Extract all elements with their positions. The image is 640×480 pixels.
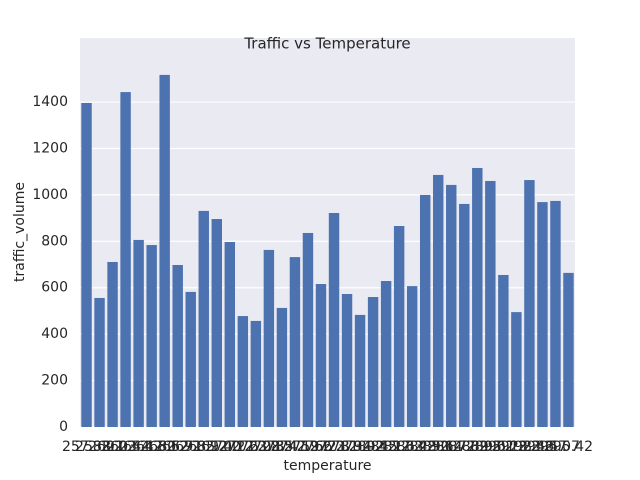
x-tick-label: 282.63 xyxy=(375,439,424,455)
bar xyxy=(328,213,340,427)
x-tick-label: 290.28 xyxy=(479,439,528,455)
x-tick-label: 288.05 xyxy=(453,439,502,455)
bar xyxy=(459,203,470,427)
bar xyxy=(185,291,196,427)
x-axis-label: temperature xyxy=(284,458,372,474)
y-tick-label: 800 xyxy=(41,233,68,249)
x-tick-label: 271.63 xyxy=(218,439,267,455)
x-tick-label: 274.19 xyxy=(270,439,319,455)
y-tick-label: 1200 xyxy=(32,140,68,156)
bar xyxy=(250,320,262,427)
bar xyxy=(263,249,275,427)
x-tick-label: 258.21 xyxy=(75,439,124,455)
x-tick-label: 286.77 xyxy=(427,439,476,455)
x-tick-label: 287.39 xyxy=(440,439,489,455)
bar xyxy=(120,92,131,428)
bar xyxy=(159,74,170,428)
x-tick-label: 268.12 xyxy=(179,439,228,455)
x-tick-label: 281.17 xyxy=(362,439,411,455)
x-tick-label: 280.45 xyxy=(349,439,398,455)
bar xyxy=(81,102,92,427)
bar xyxy=(433,174,444,427)
bar xyxy=(393,226,405,427)
bar xyxy=(367,297,379,427)
y-tick-label: 1400 xyxy=(32,94,68,110)
x-tick-label: 273.47 xyxy=(257,439,306,455)
bar xyxy=(472,167,483,427)
bar xyxy=(107,261,118,427)
x-tick-label: 291.83 xyxy=(492,439,541,455)
y-axis-label: traffic_volume xyxy=(12,182,28,282)
bar xyxy=(224,242,236,427)
bar xyxy=(315,284,327,427)
bar xyxy=(550,200,561,427)
bar xyxy=(537,202,548,427)
x-tick-label: 292.46 xyxy=(505,439,554,455)
y-tick-label: 1000 xyxy=(32,187,68,203)
x-tick-label: 272.08 xyxy=(231,439,280,455)
x-tick-label: 266.91 xyxy=(153,439,202,455)
y-tick-label: 600 xyxy=(41,280,68,296)
bar xyxy=(289,257,301,427)
x-tick-label: 262.44 xyxy=(101,439,150,455)
x-tick-label: 278.34 xyxy=(323,439,372,455)
x-tick-label: 269.40 xyxy=(192,439,241,455)
bar xyxy=(211,219,222,427)
x-tick-label: 270.27 xyxy=(205,439,254,455)
x-tick-label: 257.38 xyxy=(62,439,111,455)
bar xyxy=(354,314,366,427)
x-tick-label: 265.52 xyxy=(140,439,189,455)
x-tick-label: 294.07 xyxy=(531,439,580,455)
x-tick-label: 283.28 xyxy=(388,439,437,455)
bar xyxy=(133,239,144,427)
x-tick-label: 284.90 xyxy=(401,439,450,455)
chart-title: Traffic vs Temperature xyxy=(243,35,410,53)
bar xyxy=(511,312,522,427)
y-tick-label: 0 xyxy=(59,419,68,435)
bar xyxy=(446,184,457,427)
bar xyxy=(563,272,574,427)
bar xyxy=(302,232,314,427)
x-tick-label: 289.61 xyxy=(466,439,515,455)
x-tick-label: 277.81 xyxy=(310,439,359,455)
bar xyxy=(198,210,209,427)
y-tick-label: 400 xyxy=(41,326,68,342)
x-tick-label: 295.42 xyxy=(544,439,593,455)
bar xyxy=(498,274,509,427)
x-tick-label: 279.92 xyxy=(336,439,385,455)
x-tick-label: 293.57 xyxy=(518,439,567,455)
x-tick-label: 276.23 xyxy=(296,439,345,455)
bar xyxy=(146,245,157,427)
bar xyxy=(94,297,105,427)
bar xyxy=(237,316,249,427)
x-tick-label: 264.80 xyxy=(127,439,176,455)
x-tick-label: 260.03 xyxy=(88,439,137,455)
bar xyxy=(341,294,353,427)
x-tick-label: 285.14 xyxy=(414,439,463,455)
bar xyxy=(406,286,418,427)
bar xyxy=(485,180,496,427)
y-tick-label: 200 xyxy=(41,373,68,389)
bar xyxy=(172,264,183,427)
x-tick-label: 272.85 xyxy=(244,439,293,455)
x-tick-label: 275.66 xyxy=(283,439,332,455)
bar xyxy=(380,281,392,427)
bar xyxy=(524,180,535,427)
x-tick-label: 267.35 xyxy=(166,439,215,455)
x-tick-label: 263.17 xyxy=(114,439,163,455)
bar xyxy=(419,194,431,427)
bar xyxy=(276,307,288,427)
